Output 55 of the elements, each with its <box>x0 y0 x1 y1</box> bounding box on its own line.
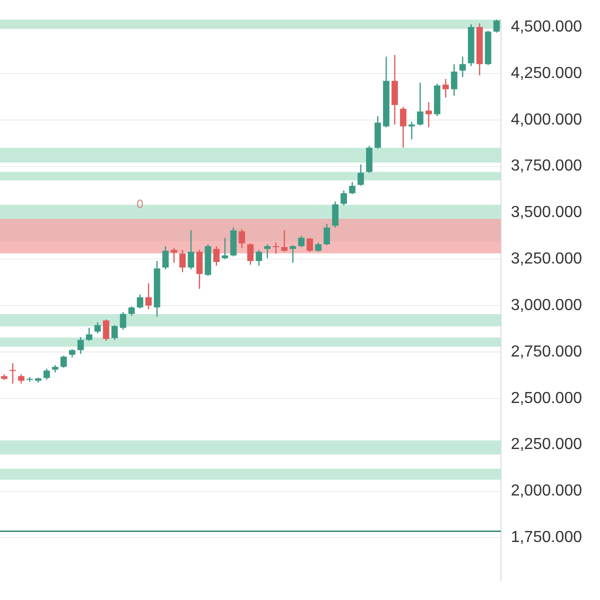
candlestick <box>324 223 330 246</box>
candlestick <box>94 322 101 334</box>
candlestick <box>136 294 144 309</box>
candlestick <box>358 164 364 186</box>
candlestick <box>442 78 449 98</box>
candlestick <box>26 376 33 382</box>
y-tick-label: 3,000.000 <box>510 296 582 314</box>
candlestick <box>272 242 280 254</box>
band-label: 0 <box>136 197 144 212</box>
candlestick <box>120 311 126 330</box>
candlestick <box>145 282 152 310</box>
candlestick <box>44 368 50 380</box>
candlestick <box>247 242 254 266</box>
candlestick <box>425 102 432 128</box>
y-tick-label: 4,500.000 <box>510 18 582 36</box>
y-tick-label: 1,750.000 <box>510 529 582 546</box>
candlestick <box>332 200 338 228</box>
candlestick <box>306 237 314 252</box>
candlestick <box>196 249 203 290</box>
candlestick <box>340 190 347 206</box>
candlestick <box>416 82 424 126</box>
candlestick <box>400 106 406 148</box>
candlestick <box>77 336 84 354</box>
candlestick <box>349 181 356 195</box>
candlestick <box>256 249 262 266</box>
candlestick <box>179 249 186 273</box>
candlestick <box>450 64 458 96</box>
candlestick <box>264 244 271 259</box>
y-tick-label: 2,750.000 <box>510 343 582 360</box>
candlestick <box>459 56 466 78</box>
y-tick-label: 3,500.000 <box>510 204 582 222</box>
candlestick <box>213 246 220 266</box>
candlestick <box>10 362 16 384</box>
candlestick <box>315 242 322 252</box>
candlestick <box>281 230 288 252</box>
candlestick <box>102 318 110 342</box>
y-tick-label: 2,250.000 <box>510 436 582 454</box>
candlestick <box>128 306 135 316</box>
candlestick <box>111 324 118 341</box>
candlestick <box>493 19 500 34</box>
candlestick <box>188 230 194 270</box>
candlestick <box>290 244 296 264</box>
candlestick <box>60 355 67 368</box>
candlestick <box>298 235 305 248</box>
candlestick <box>162 246 169 270</box>
y-tick-label: 3,750.000 <box>510 158 582 175</box>
y-tick-label: 2,000.000 <box>510 482 582 500</box>
y-tick-label: 4,000.000 <box>510 111 582 128</box>
candlestick <box>86 327 92 342</box>
candlestick <box>238 228 246 249</box>
candlestick <box>408 121 415 140</box>
y-tick-label: 4,250.000 <box>510 64 582 82</box>
candlestick <box>18 374 24 384</box>
y-tick-label: 2,500.000 <box>510 390 582 407</box>
y-tick-label: 3,250.000 <box>510 250 582 268</box>
